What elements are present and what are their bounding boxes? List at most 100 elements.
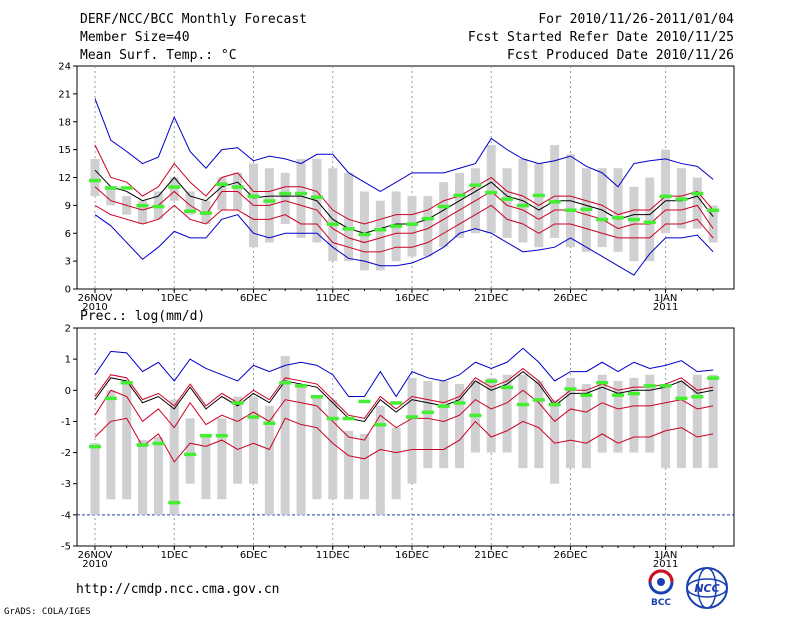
temp-spread-box	[692, 177, 702, 229]
precip-observed-marker	[215, 433, 228, 438]
precip-observed-marker	[310, 395, 323, 399]
temp-xtick-label: 2011	[653, 302, 678, 313]
ncc-logo: NCC	[686, 567, 728, 609]
temp-observed-marker	[136, 203, 149, 208]
precip-observed-marker	[199, 433, 212, 438]
precip-observed-marker	[184, 452, 197, 457]
precip-spread-box	[676, 380, 686, 469]
temp-xtick-label: 1JAN	[654, 293, 677, 304]
precip-lower2-line	[94, 417, 714, 463]
precip-observed-marker	[612, 393, 625, 397]
temp-xtick-label: 26NOV	[78, 293, 113, 304]
precip-observed-marker	[358, 399, 371, 404]
temp-spread-box	[217, 177, 227, 211]
precip-observed-marker	[643, 384, 656, 388]
temp-spread-box	[613, 168, 623, 252]
temp-observed-marker	[627, 217, 640, 222]
precip-xtick-label: 2011	[653, 559, 678, 570]
temp-spread-box	[423, 196, 433, 257]
precip-observed-marker	[120, 381, 133, 385]
precip-observed-marker	[104, 396, 117, 401]
footer-url[interactable]: http://cmdp.ncc.cma.gov.cn	[76, 582, 280, 597]
precip-observed-marker	[437, 404, 450, 408]
temp-ytick-label: 9	[65, 201, 71, 212]
temp-observed-marker	[215, 182, 228, 187]
precip-observed-marker	[136, 443, 149, 447]
temp-observed-marker	[390, 224, 403, 228]
precip-spread-box	[312, 396, 322, 500]
precip-observed-marker	[279, 381, 292, 385]
temp-spread-box	[185, 191, 195, 215]
precip-spread-box	[439, 380, 449, 469]
precip-xtick-label: 26NOV	[78, 550, 113, 561]
precip-frame	[76, 327, 735, 547]
temp-spread-box	[138, 200, 148, 224]
precip-observed-marker	[659, 384, 672, 388]
temp-spread-box	[296, 158, 306, 238]
precip-observed-marker	[231, 401, 244, 405]
temp-xtick-label: 26DEC	[554, 293, 588, 304]
variable-label: Mean Surf. Temp.: °C	[80, 48, 237, 63]
precip-spread-box	[328, 399, 338, 500]
started-date: Fcst Started Refer Date 2010/11/25	[467, 30, 734, 45]
precip-observed-marker	[326, 416, 339, 421]
temp-min-line	[94, 214, 714, 276]
precip-spread-box	[201, 437, 211, 500]
temp-observed-marker	[279, 191, 292, 196]
precip-spread-box	[185, 418, 195, 484]
temp-observed-marker	[580, 207, 593, 212]
precip-spread-box	[90, 443, 100, 515]
temp-spread-box	[328, 168, 338, 262]
precip-spread-box	[423, 380, 433, 469]
temp-observed-marker	[104, 186, 117, 190]
temp-observed-marker	[421, 216, 434, 221]
precip-spread-box	[597, 374, 607, 453]
temp-xtick-label: 1DEC	[161, 293, 188, 304]
temp-observed-marker	[374, 228, 387, 232]
temp-spread-box	[375, 200, 385, 271]
temp-spread-box	[455, 172, 465, 238]
temp-observed-marker	[263, 199, 276, 203]
precip-upper-line	[94, 367, 714, 419]
precip-xtick-label: 2010	[82, 559, 107, 570]
precip-spread-box	[249, 396, 258, 484]
precip-ytick-label: -2	[61, 448, 71, 459]
precip-spread-box	[375, 405, 385, 515]
temp-observed-marker	[406, 222, 418, 226]
temp-observed-marker	[596, 217, 609, 222]
temp-spread-box	[407, 196, 417, 257]
temp-observed-marker	[675, 197, 688, 201]
temp-ytick-label: 0	[65, 285, 71, 296]
precip-observed-marker	[675, 396, 688, 401]
precip-observed-marker	[564, 387, 577, 391]
precip-spread-box	[359, 433, 369, 500]
precip-spread-box	[217, 418, 227, 500]
precip-spread-box	[264, 405, 274, 515]
precip-observed-marker	[295, 384, 308, 388]
temp-observed-marker	[548, 200, 561, 204]
temp-upper-line	[94, 144, 714, 225]
grads-credit: GrADS: COLA/IGES	[4, 607, 91, 617]
temp-spread-box	[597, 168, 607, 248]
precip-spread-box	[661, 384, 671, 469]
temp-spread-box	[708, 205, 718, 243]
temp-ytick-label: 24	[58, 62, 71, 73]
precip-observed-marker	[548, 402, 561, 407]
temp-observed-marker	[247, 194, 260, 199]
temp-xtick-label: 21DEC	[474, 293, 508, 304]
temp-observed-marker	[184, 209, 197, 213]
precip-observed-marker	[247, 415, 260, 419]
temp-xtick-label: 2010	[82, 302, 107, 313]
precip-observed-marker	[168, 500, 181, 505]
precip-spread-box	[502, 374, 512, 453]
precip-observed-marker	[89, 444, 101, 449]
precip-observed-marker	[627, 391, 640, 396]
precip-observed-marker	[532, 398, 545, 402]
precip-spread-box	[566, 377, 575, 469]
temp-observed-marker	[358, 232, 371, 237]
precip-spread-box	[169, 399, 179, 515]
precip-observed-marker	[342, 416, 355, 421]
temp-observed-marker	[485, 190, 498, 195]
precip-observed-marker	[406, 415, 418, 419]
